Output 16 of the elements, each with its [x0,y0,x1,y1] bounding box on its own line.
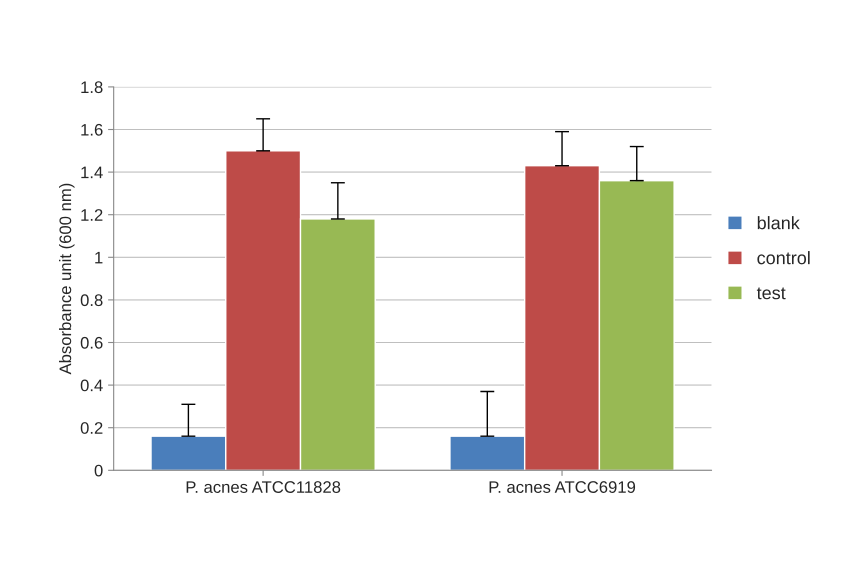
y-tick-label: 0.4 [80,380,103,392]
legend-label: blank [758,216,800,230]
y-tick-label: 1.8 [81,81,103,94]
y-tick-label: 1.6 [81,124,103,136]
y-tick-label: 0.6 [80,336,103,349]
legend-label: test [756,287,786,300]
y-axis-title: Absorbance unit (600 nm) [58,184,75,374]
y-tick-label: 1.4 [81,166,103,178]
y-tick-label: 0.8 [80,294,103,306]
y-tick-label: 0 [94,464,103,477]
y-tick-label: 1 [95,252,102,264]
y-tick-label: 0.2 [80,422,102,434]
x-tick-label: P. acnes ATCC11828 [186,481,340,493]
legend-label: control [757,251,810,264]
y-tick-label: 1.2 [81,209,102,221]
x-tick-label: P. acnes ATCC6919 [490,481,636,493]
